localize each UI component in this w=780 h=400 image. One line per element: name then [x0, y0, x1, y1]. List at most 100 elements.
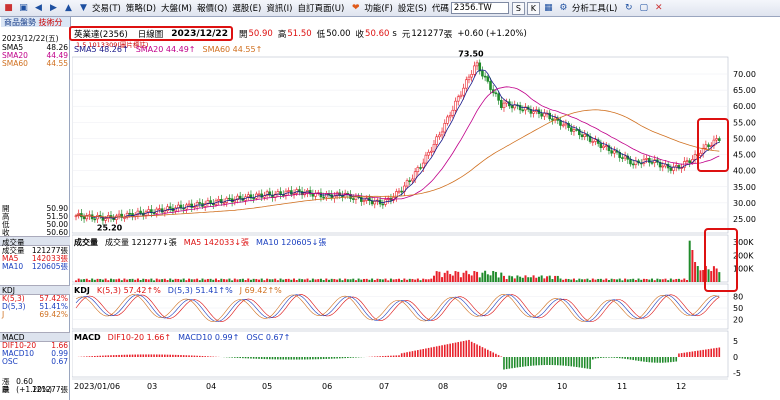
candle-body — [74, 215, 78, 218]
volume-bar — [282, 279, 285, 282]
back-arrow-icon[interactable]: ◀ — [35, 3, 42, 13]
menu-analysis-tools[interactable]: 分析工具(L) — [571, 4, 618, 14]
macd-histogram-bar — [594, 357, 597, 359]
volume-legend-title: 成交量 — [74, 237, 98, 247]
macd-histogram-bar — [492, 352, 495, 357]
macd-histogram-bar — [554, 357, 556, 366]
volume-bar — [524, 275, 527, 282]
close-icon[interactable]: ✕ — [655, 3, 663, 13]
symbol-input[interactable]: 2356.TW — [450, 2, 509, 14]
candle-body — [591, 141, 595, 143]
volume-bar — [424, 279, 427, 282]
volume-bar — [648, 279, 651, 282]
volume-bar — [505, 279, 508, 282]
k-button[interactable]: K — [526, 1, 540, 15]
volume-bar — [478, 277, 481, 282]
up-arrow-icon[interactable]: ▲ — [65, 3, 72, 13]
x-axis-tick-label: 04 — [206, 382, 216, 391]
volume-bar — [179, 279, 182, 282]
sidebar-ohlc-name: 收 — [2, 228, 10, 237]
menu-market[interactable]: 大盤(M) — [161, 4, 192, 14]
volume-bar — [408, 278, 411, 282]
volume-bar — [677, 278, 680, 282]
volume-bar — [575, 280, 578, 282]
grid-icon[interactable]: ▦ — [544, 3, 553, 13]
chart-area[interactable]: 英業達(2356) 日線圖 2023/12/22 開 50.90 高 51.50… — [69, 26, 780, 400]
candle-body — [168, 206, 172, 209]
menu-strategy[interactable]: 策略(D) — [125, 4, 157, 14]
down-arrow-icon[interactable]: ▼ — [80, 3, 87, 13]
volume-bar — [220, 278, 223, 282]
volume-bar — [661, 279, 664, 282]
candle-body — [561, 124, 565, 127]
sidebar-macd-value: 0.99 — [51, 349, 68, 358]
candle-body — [179, 204, 183, 209]
refresh-icon[interactable]: ↻ — [625, 3, 633, 13]
menu-stock-picker[interactable]: 選股(E) — [232, 4, 262, 14]
change-value: +0.60 (+1.20%) — [457, 28, 527, 39]
sma60-legend: SMA60 44.55↑ — [202, 44, 263, 54]
window-icon[interactable]: ▢ — [639, 3, 649, 13]
menu-function[interactable]: 功能(F) — [364, 4, 393, 14]
x-axis-tick-label: 09 — [497, 382, 507, 391]
macd-histogram-bar — [675, 357, 678, 362]
macd-histogram-bar — [707, 349, 710, 357]
sidebar-ma-value: 44.49 — [46, 51, 68, 60]
volume-bar — [244, 279, 247, 282]
menu-custom-page[interactable]: 自訂頁面(U) — [297, 4, 345, 14]
folder-icon[interactable]: ▣ — [19, 3, 28, 13]
macd-histogram-bar — [285, 357, 287, 360]
candle-body — [311, 193, 315, 197]
volume-bar — [500, 272, 503, 282]
macd-histogram-bar — [328, 357, 330, 359]
peak-price-label: 73.50 — [458, 50, 484, 59]
macd-histogram-bar — [565, 357, 567, 366]
candle-body — [481, 70, 484, 77]
period-label[interactable]: 日線圖 — [137, 29, 164, 40]
volume-bar — [519, 276, 522, 282]
volume-bar — [109, 278, 112, 282]
volume-bar — [325, 278, 328, 282]
macd-histogram-bar — [161, 354, 163, 357]
high-value: 51.50 — [287, 28, 312, 39]
macd-histogram-bar — [605, 357, 608, 358]
macd-histogram-bar — [322, 357, 325, 360]
volume-bar — [389, 278, 392, 282]
stock-chart-svg[interactable]: 70.00 65.00 60.00 55.00 50.00 45.00 40.00 35.00… — [72, 27, 780, 400]
menu-settings[interactable]: 設定(S) — [397, 4, 427, 14]
sidebar-change-row: 漲跌 0.60 (+1.20%) — [2, 378, 68, 394]
candle-body — [209, 200, 212, 204]
volume-bar — [416, 278, 419, 282]
menu-trade[interactable]: 交易(T) — [92, 4, 121, 14]
sidebar-macd-row: OSC 0.67 — [2, 358, 68, 366]
macd-histogram-bar — [239, 357, 241, 359]
macd-histogram-bar — [473, 343, 476, 357]
nav-market-link[interactable]: 商品盤勢 — [4, 18, 36, 27]
candle-body — [462, 87, 465, 96]
volume-bar — [449, 274, 452, 282]
menu-quote[interactable]: 報價(Q) — [196, 4, 228, 14]
volume-bar — [656, 278, 659, 282]
candle-body — [187, 203, 191, 206]
volume-bar — [341, 280, 344, 282]
candle-body — [206, 200, 210, 205]
app-icon[interactable]: ■ — [4, 3, 13, 13]
chart-tool-icon[interactable]: ⚙ — [559, 3, 568, 13]
sidebar-kdj-value: 57.42% — [39, 294, 68, 303]
macd-histogram-bar — [164, 354, 166, 357]
sidebar-kdj-row: D(5,3) 51.41% — [2, 303, 68, 311]
macd-histogram-bar — [557, 357, 559, 366]
volume-bar — [309, 280, 312, 282]
macd-histogram-bar — [242, 357, 244, 359]
macd-histogram-bar — [120, 354, 123, 357]
macd-histogram-bar — [169, 354, 172, 357]
macd-histogram-bar — [538, 357, 540, 366]
macd-legend-title: MACD — [74, 332, 101, 342]
volume-bar — [602, 279, 605, 282]
s-button[interactable]: S — [511, 1, 525, 15]
candle-body — [510, 105, 514, 109]
volume-bar — [233, 278, 236, 282]
forward-arrow-icon[interactable]: ▶ — [50, 3, 57, 13]
menu-info[interactable]: 資訊(I) — [266, 4, 293, 14]
volume-bar — [319, 278, 322, 282]
